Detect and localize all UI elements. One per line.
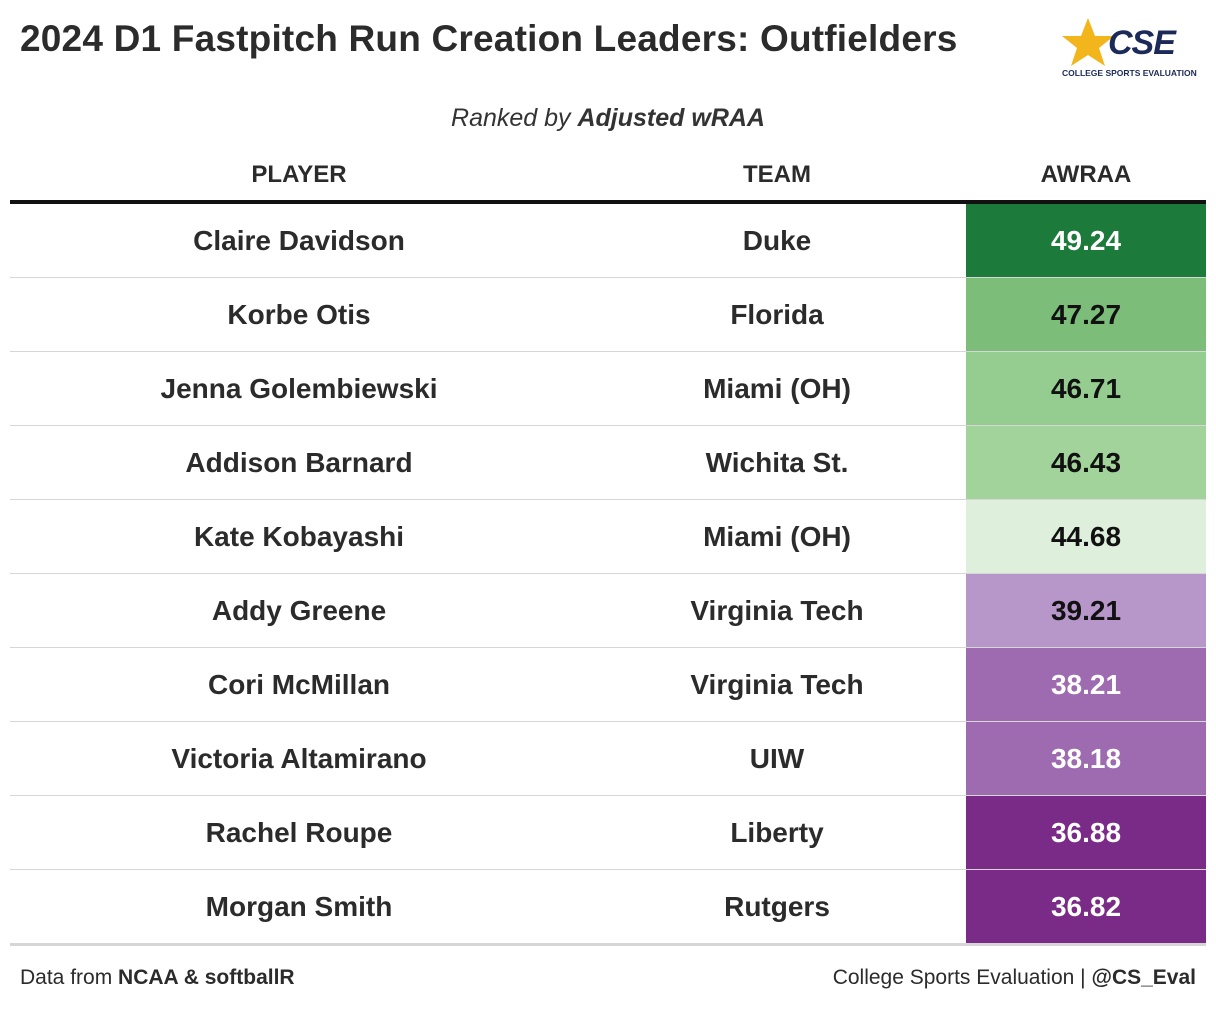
- star-icon: [1062, 18, 1114, 66]
- subtitle-prefix: Ranked by: [451, 104, 578, 132]
- logo-mark: CSE: [1108, 24, 1176, 62]
- table-row: Victoria Altamirano UIW 38.18: [10, 722, 1206, 796]
- awraa-cell: 49.24: [966, 204, 1206, 277]
- footer-source-prefix: Data from: [20, 966, 119, 989]
- team-cell: Liberty: [730, 816, 824, 848]
- table-row: Addy Greene Virginia Tech 39.21: [10, 574, 1206, 648]
- table-row: Cori McMillan Virginia Tech 38.21: [10, 648, 1206, 722]
- cse-logo: CSE COLLEGE SPORTS EVALUATION: [1058, 16, 1198, 80]
- awraa-cell: 36.82: [966, 870, 1206, 943]
- leaders-table: PLAYER TEAM AWRAA Claire Davidson Duke 49.…: [10, 150, 1206, 946]
- footer-credit-prefix: College Sports Evaluation |: [832, 966, 1092, 989]
- team-cell: Duke: [742, 224, 812, 256]
- player-cell: Addison Barnard: [185, 446, 413, 478]
- page-title: 2024 D1 Fastpitch Run Creation Leaders: …: [20, 18, 958, 59]
- subtitle-metric: Adjusted wRAA: [577, 104, 765, 132]
- table-row: Morgan Smith Rutgers 36.82: [10, 870, 1206, 946]
- table-row: Korbe Otis Florida 47.27: [10, 278, 1206, 352]
- footer-source-name: NCAA & softballR: [118, 966, 295, 989]
- player-cell: Morgan Smith: [205, 890, 393, 922]
- column-header-awraa: AWRAA: [1040, 161, 1132, 188]
- player-cell: Rachel Roupe: [205, 816, 393, 848]
- player-cell: Jenna Golembiewski: [160, 372, 438, 404]
- footer-credit: College Sports Evaluation | @CS_Eval: [833, 966, 1196, 990]
- player-cell: Claire Davidson: [193, 224, 405, 256]
- team-cell: Wichita St.: [705, 446, 849, 478]
- table-body: Claire Davidson Duke 49.24 Korbe Otis Florid…: [10, 204, 1206, 946]
- table-row: Jenna Golembiewski Miami (OH) 46.71: [10, 352, 1206, 426]
- footer-source: Data from NCAA & softballR: [20, 966, 295, 990]
- column-header-team: TEAM: [743, 161, 811, 188]
- player-cell: Addy Greene: [211, 594, 387, 626]
- footer-credit-handle: @CS_Eval: [1091, 966, 1196, 989]
- player-cell: Korbe Otis: [227, 298, 371, 330]
- column-header-player: PLAYER: [251, 161, 347, 188]
- team-cell: Miami (OH): [703, 520, 851, 552]
- logo-subtext: COLLEGE SPORTS EVALUATION: [1062, 68, 1197, 78]
- awraa-cell: 46.43: [966, 426, 1206, 499]
- awraa-cell: 44.68: [966, 500, 1206, 573]
- subtitle: Ranked by Adjusted wRAA: [0, 104, 1216, 133]
- team-cell: Virginia Tech: [690, 668, 864, 700]
- awraa-cell: 36.88: [966, 796, 1206, 869]
- awraa-cell: 46.71: [966, 352, 1206, 425]
- table-row: Claire Davidson Duke 49.24: [10, 204, 1206, 278]
- team-cell: Rutgers: [724, 890, 830, 922]
- table-row: Rachel Roupe Liberty 36.88: [10, 796, 1206, 870]
- awraa-cell: 38.18: [966, 722, 1206, 795]
- awraa-cell: 39.21: [966, 574, 1206, 647]
- player-cell: Victoria Altamirano: [171, 742, 427, 774]
- player-cell: Cori McMillan: [207, 668, 390, 700]
- player-cell: Kate Kobayashi: [193, 520, 405, 552]
- team-cell: UIW: [749, 742, 805, 774]
- table-row: Addison Barnard Wichita St. 46.43: [10, 426, 1206, 500]
- awraa-cell: 38.21: [966, 648, 1206, 721]
- team-cell: Florida: [730, 298, 824, 330]
- table-header: PLAYER TEAM AWRAA: [10, 150, 1206, 204]
- table-row: Kate Kobayashi Miami (OH) 44.68: [10, 500, 1206, 574]
- awraa-cell: 47.27: [966, 278, 1206, 351]
- team-cell: Virginia Tech: [690, 594, 864, 626]
- team-cell: Miami (OH): [703, 372, 851, 404]
